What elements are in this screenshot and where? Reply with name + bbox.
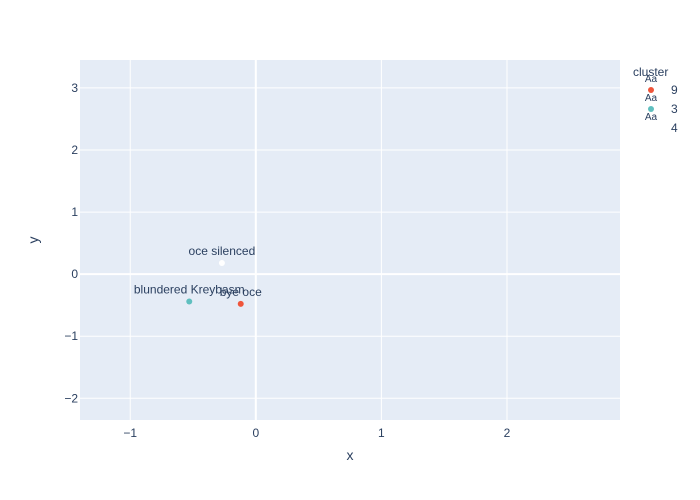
y-tick-label: 3 [71, 81, 78, 95]
legend-marker[interactable] [648, 87, 654, 93]
legend-marker[interactable] [648, 125, 654, 131]
legend-item-label[interactable]: 9 [671, 83, 678, 97]
y-tick-label: 2 [71, 143, 78, 157]
legend-title: cluster [633, 65, 668, 79]
x-tick-label: 2 [504, 426, 511, 440]
scatter-point[interactable] [186, 298, 193, 305]
legend-marker-text: Aa [645, 93, 658, 104]
x-axis-title: x [347, 447, 354, 463]
legend-marker[interactable] [648, 106, 654, 112]
point-label: bye oce [220, 285, 262, 299]
plot-area [80, 60, 620, 420]
point-label: oce silenced [189, 244, 256, 258]
y-tick-label: −2 [64, 391, 78, 405]
point-label: blundered Kreybasm [134, 282, 245, 296]
scatter-point[interactable] [237, 300, 244, 307]
y-axis-title: y [25, 237, 41, 244]
x-tick-label: −1 [123, 426, 137, 440]
grid-lines [80, 60, 620, 420]
x-tick-label: 0 [252, 426, 259, 440]
x-tick-label: 1 [378, 426, 385, 440]
legend-marker-text: Aa [645, 74, 658, 85]
legend-item-label[interactable]: 3 [671, 102, 678, 116]
scatter-point[interactable] [218, 259, 225, 266]
y-tick-label: −1 [64, 329, 78, 343]
x-axis-ticks: −1 0 1 2 [123, 426, 510, 440]
legend[interactable]: cluster Aa 9 Aa 3 Aa 4 [633, 65, 678, 135]
y-tick-label: 0 [71, 267, 78, 281]
y-axis-ticks: −2 −1 0 1 2 3 [64, 81, 78, 405]
legend-item-label[interactable]: 4 [671, 121, 678, 135]
legend-marker-text: Aa [645, 112, 658, 123]
y-tick-label: 1 [71, 205, 78, 219]
